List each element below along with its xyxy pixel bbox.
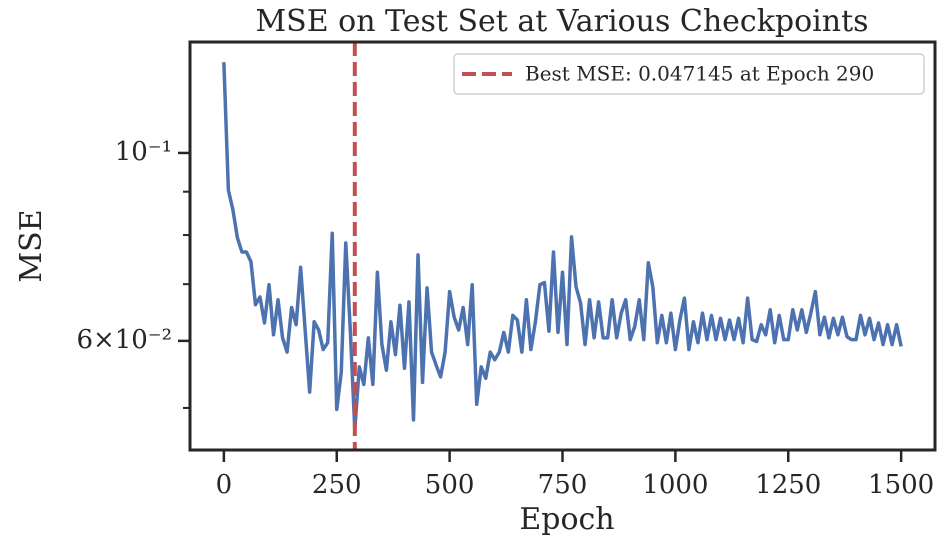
y-tick-label: 10⁻¹ [115,137,172,167]
chart-title: MSE on Test Set at Various Checkpoints [255,4,868,39]
legend-label: Best MSE: 0.047145 at Epoch 290 [525,62,874,86]
x-tick-label: 500 [425,470,475,500]
y-axis-label: MSE [14,209,49,282]
x-tick-label: 1250 [755,470,821,500]
y-tick-label: 6×10⁻² [76,325,172,355]
x-tick-label: 250 [312,470,362,500]
legend-box [453,53,925,95]
legend: Best MSE: 0.047145 at Epoch 290 [453,53,925,95]
x-tick-label: 0 [216,470,233,500]
x-tick-label: 750 [538,470,588,500]
x-tick-label: 1500 [868,470,934,500]
x-axis-label: Epoch [519,502,614,537]
plot-frame [188,40,937,452]
x-tick-label: 1000 [642,470,708,500]
data-line [222,62,903,432]
